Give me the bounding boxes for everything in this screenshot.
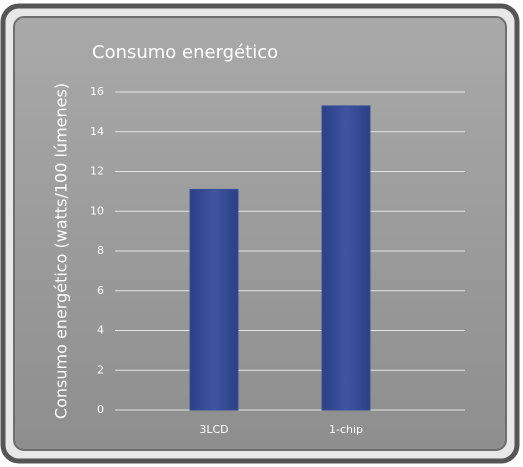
y-tick-label: 8 <box>97 244 104 257</box>
bar <box>321 105 371 411</box>
x-tick-label: 3LCD <box>199 423 228 436</box>
chart-title: Consumo energético <box>92 42 278 63</box>
y-tick-label: 12 <box>90 165 104 178</box>
y-axis-label: Consumo energético (watts/100 lúmenes) <box>52 83 71 419</box>
y-tick-label: 6 <box>97 284 104 297</box>
y-tick-label: 0 <box>97 403 104 416</box>
bar <box>189 188 239 411</box>
y-tick-label: 16 <box>90 85 104 98</box>
x-tick-label: 1-chip <box>329 423 363 436</box>
panel <box>13 16 507 451</box>
y-tick-label: 4 <box>97 324 104 337</box>
y-tick-label: 2 <box>97 363 104 376</box>
y-tick-label: 14 <box>90 125 104 138</box>
y-tick-label: 10 <box>90 204 104 217</box>
